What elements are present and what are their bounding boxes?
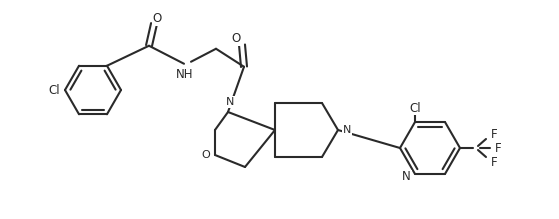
Text: NH: NH bbox=[176, 68, 194, 81]
Text: O: O bbox=[153, 12, 162, 25]
Text: N: N bbox=[402, 170, 411, 184]
Text: F: F bbox=[491, 127, 498, 141]
Text: F: F bbox=[495, 141, 501, 154]
Text: Cl: Cl bbox=[409, 102, 421, 115]
Text: Cl: Cl bbox=[49, 83, 60, 97]
Text: O: O bbox=[201, 150, 210, 160]
Text: N: N bbox=[226, 97, 234, 107]
Text: O: O bbox=[231, 32, 240, 45]
Text: F: F bbox=[491, 155, 498, 168]
Text: N: N bbox=[343, 125, 352, 135]
